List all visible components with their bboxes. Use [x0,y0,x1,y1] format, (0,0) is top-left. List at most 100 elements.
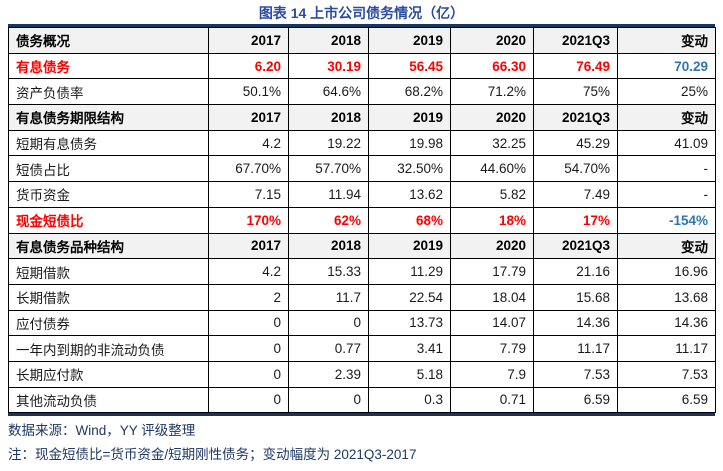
value-cell: 2017 [208,232,289,260]
row-label-cell: 短期有息债务 [8,129,209,157]
row-label-cell: 短期借款 [8,258,209,285]
value-cell: 0.3 [368,386,451,414]
table-row: 应付债券 0 0 13.73 14.07 14.36 14.36 [8,309,716,337]
value-cell: 13.62 [368,181,451,208]
value-cell: 变动 [617,232,716,260]
section-header-row: 有息债务品种结构 2017 2018 2019 2020 2021Q3 变动 [8,232,716,260]
value-cell: 41.09 [617,129,716,157]
value-cell: 5.82 [450,181,534,208]
row-label-cell: 有息债务期限结构 [8,104,209,131]
value-cell: 11.7 [288,283,369,311]
value-cell: 75% [533,78,618,106]
value-cell: 4.2 [208,129,289,157]
value-cell: 14.07 [450,309,534,337]
value-cell: 7.53 [533,360,618,388]
value-cell: 57.70% [288,155,369,183]
value-cell: 0 [208,360,289,388]
calculation-note: 注：现金短债比=货币资金/短期刚性债务；变动幅度为 2021Q3-2017 [8,447,417,463]
value-cell: 18% [450,206,534,234]
value-cell: 4.2 [208,258,289,285]
value-cell: 70.29 [617,52,716,80]
value-cell: 2019 [368,232,451,260]
value-cell: 7.9 [450,360,534,388]
value-cell: 0 [208,309,289,337]
value-cell: 16.96 [617,258,716,285]
value-cell: 56.45 [368,52,451,80]
value-cell: 11.17 [617,335,716,362]
table-row: 其他流动负债 0 0 0.3 0.71 6.59 6.59 [8,386,716,414]
table-row: 短期借款 4.2 15.33 11.29 17.79 21.16 16.96 [8,258,716,285]
value-cell: 22.54 [368,283,451,311]
value-cell: 2020 [450,27,534,54]
value-cell: 50.1% [208,78,289,106]
row-label-cell: 一年内到期的非流动负债 [8,335,209,362]
row-label-cell: 资产负债率 [8,78,209,106]
row-label-cell: 长期借款 [8,283,209,311]
value-cell: 变动 [617,104,716,131]
section-header-row: 有息债务期限结构 2017 2018 2019 2020 2021Q3 变动 [8,104,716,131]
value-cell: 0 [208,335,289,362]
value-cell: 25% [617,78,716,106]
value-cell: 2017 [208,104,289,131]
table-row: 一年内到期的非流动负债 0 0.77 3.41 7.79 11.17 11.17 [8,335,716,362]
value-cell: 7.15 [208,181,289,208]
debt-table: 债务概况 2017 2018 2019 2020 2021Q3 变动 有息债务 6.20 30.1… [8,27,716,414]
value-cell: 62% [288,206,369,234]
value-cell: 2021Q3 [533,232,618,260]
value-cell: 170% [208,206,289,234]
value-cell: 14.36 [533,309,618,337]
table-row: 长期借款 2 11.7 22.54 18.04 15.68 13.68 [8,283,716,311]
table-row: 货币资金 7.15 11.94 13.62 5.82 7.49- [8,181,716,208]
value-cell: 2018 [288,232,369,260]
value-cell: 64.6% [288,78,369,106]
row-label-cell: 其他流动负债 [8,386,209,414]
value-cell: 21.16 [533,258,618,285]
value-cell: 15.33 [288,258,369,285]
footer-notes: 数据来源：Wind，YY 评级整理 注：现金短债比=货币资金/短期刚性债务；变动… [8,419,715,467]
value-cell: 0 [208,386,289,414]
table-row: 资产负债率 50.1% 64.6% 68.2% 71.2% 75% 25% [8,78,716,106]
value-cell: 68% [368,206,451,234]
section-header-row: 债务概况 2017 2018 2019 2020 2021Q3 变动 [8,27,716,54]
row-label-cell: 长期应付款 [8,360,209,388]
value-cell: 19.22 [288,129,369,157]
value-cell: 76.49 [533,52,618,80]
debt-table-body: 债务概况 2017 2018 2019 2020 2021Q3 变动 有息债务 6.20 30.1… [8,27,716,414]
table-row: 长期应付款 0 2.39 5.18 7.9 7.53 7.53 [8,360,716,388]
value-cell: 2018 [288,104,369,131]
value-cell: 6.20 [208,52,289,80]
value-cell: 13.73 [368,309,451,337]
value-cell: -154% [617,206,716,234]
value-cell: 71.2% [450,78,534,106]
value-cell: 45.29 [533,129,618,157]
value-cell: 11.17 [533,335,618,362]
value-cell: 66.30 [450,52,534,80]
table-row: 短债占比 67.70% 57.70% 32.50% 44.60% 54.70% - [8,155,716,183]
value-cell: 32.50% [368,155,451,183]
value-cell: 30.19 [288,52,369,80]
row-label-cell: 短债占比 [8,155,209,183]
value-cell: 13.68 [617,283,716,311]
value-cell: 0.71 [450,386,534,414]
value-cell: 18.04 [450,283,534,311]
data-source-note: 数据来源：Wind，YY 评级整理 [8,423,196,439]
value-cell: 2021Q3 [533,27,618,54]
row-label-cell: 有息债务品种结构 [8,232,209,260]
value-cell: 32.25 [450,129,534,157]
value-cell: 19.98 [368,129,451,157]
value-cell: 0 [288,309,369,337]
row-label-cell: 现金短债比 [8,206,209,234]
value-cell: 44.60% [450,155,534,183]
value-cell: 11.94 [288,181,369,208]
row-label-cell: 货币资金 [8,181,209,208]
debt-table-container: 债务概况 2017 2018 2019 2020 2021Q3 变动 有息债务 6.20 30.1… [8,24,716,417]
value-cell: 7.49 [533,181,618,208]
value-cell: 14.36 [617,309,716,337]
value-cell: 6.59 [617,386,716,414]
value-cell: 2017 [208,27,289,54]
value-cell: - [617,155,716,183]
value-cell: 0 [288,386,369,414]
value-cell: 7.79 [450,335,534,362]
figure-title: 图表 14 上市公司债务情况（亿） [258,5,465,21]
row-label-cell: 债务概况 [8,27,209,54]
